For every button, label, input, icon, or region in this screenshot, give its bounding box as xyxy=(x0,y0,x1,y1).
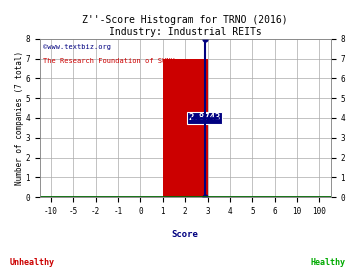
Text: 2.8743: 2.8743 xyxy=(189,113,221,123)
Title: Z''-Score Histogram for TRNO (2016)
Industry: Industrial REITs: Z''-Score Histogram for TRNO (2016) Indu… xyxy=(82,15,288,37)
Text: The Research Foundation of SUNY: The Research Foundation of SUNY xyxy=(42,58,174,64)
X-axis label: Score: Score xyxy=(172,230,199,239)
Y-axis label: Number of companies (7 total): Number of companies (7 total) xyxy=(15,51,24,185)
Text: Healthy: Healthy xyxy=(310,258,345,266)
Bar xyxy=(163,59,208,197)
Text: ©www.textbiz.org: ©www.textbiz.org xyxy=(42,43,111,49)
Text: Unhealthy: Unhealthy xyxy=(10,258,55,266)
